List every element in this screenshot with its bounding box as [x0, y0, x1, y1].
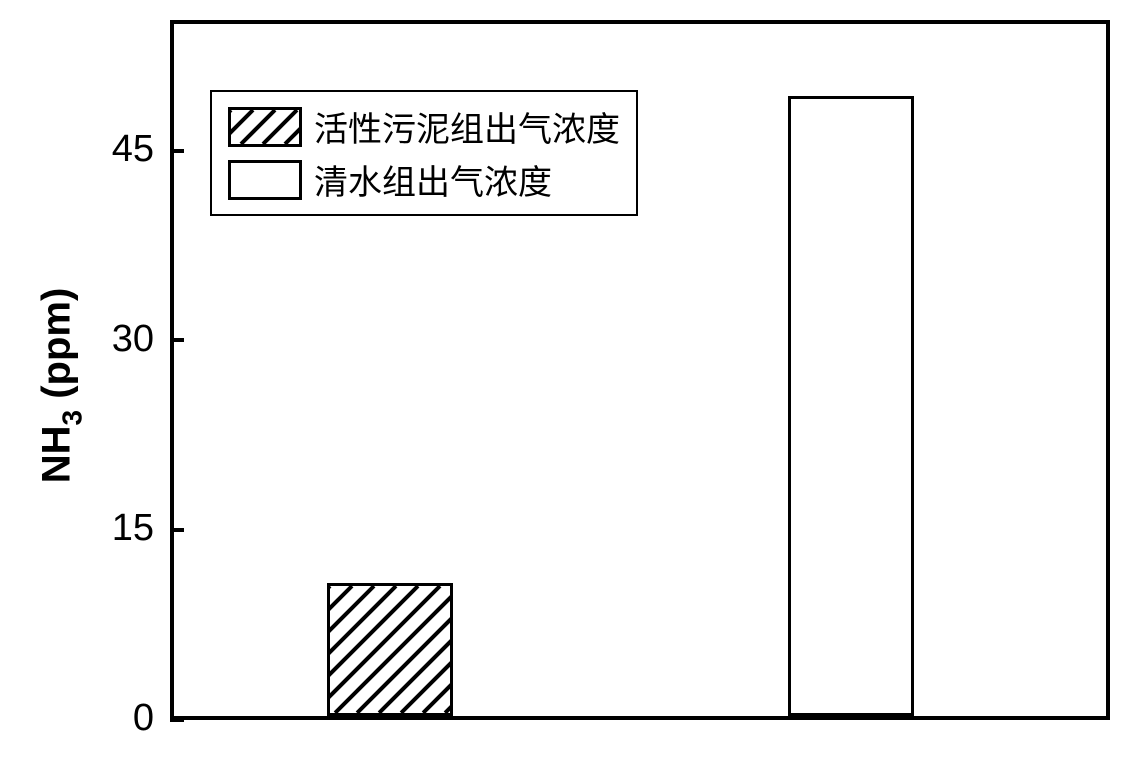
- bar-clear-water: [788, 96, 914, 716]
- y-tick-label: 30: [90, 318, 154, 361]
- legend-label: 清水组出气浓度: [314, 155, 552, 204]
- y-tick-label: 0: [90, 697, 154, 740]
- legend-row: 活性污泥组出气浓度: [228, 102, 620, 151]
- y-axis-label-main: NH: [35, 426, 79, 484]
- legend-box: 活性污泥组出气浓度清水组出气浓度: [210, 90, 638, 216]
- y-axis-label-sub: 3: [56, 410, 87, 426]
- legend-swatch: [228, 160, 302, 200]
- bar-activated-sludge: [327, 583, 453, 716]
- y-axis-label-unit: (ppm): [35, 288, 79, 410]
- y-axis-label: NH3 (ppm): [35, 266, 86, 506]
- legend-label: 活性污泥组出气浓度: [314, 102, 620, 151]
- legend-swatch: [228, 107, 302, 147]
- legend-row: 清水组出气浓度: [228, 155, 620, 204]
- y-tick-label: 15: [90, 507, 154, 550]
- y-tick-mark: [170, 528, 184, 532]
- y-tick-mark: [170, 149, 184, 153]
- y-tick-label: 45: [90, 128, 154, 171]
- y-tick-mark: [170, 718, 184, 722]
- chart-container: NH3 (ppm) 活性污泥组出气浓度清水组出气浓度 0 15 30 45: [0, 0, 1129, 758]
- y-tick-mark: [170, 338, 184, 342]
